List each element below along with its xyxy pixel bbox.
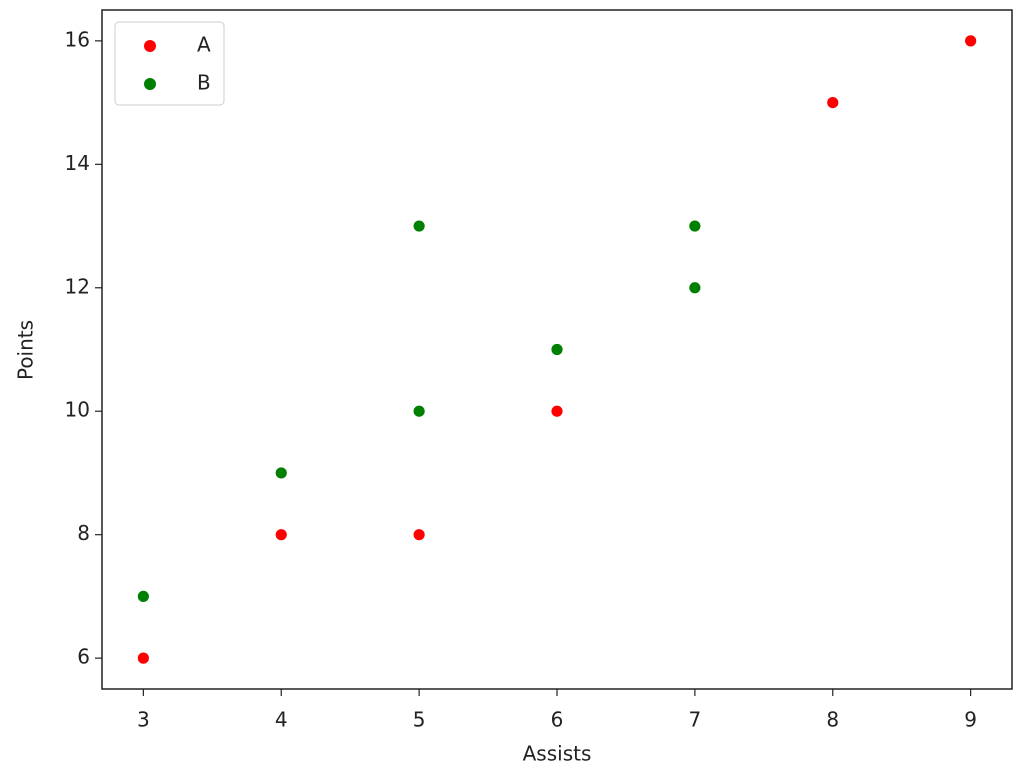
y-tick-label: 8: [77, 521, 90, 545]
y-tick-label: 16: [65, 27, 90, 51]
point: [412, 528, 426, 542]
legend-label: A: [197, 33, 211, 57]
point: [688, 281, 702, 295]
x-axis-label: Assists: [523, 742, 592, 766]
legend-marker: [144, 40, 156, 52]
y-tick-label: 12: [65, 274, 90, 298]
point: [826, 96, 840, 109]
legend-box: [114, 21, 225, 106]
legend-label: B: [197, 71, 211, 95]
x-tick-label: 5: [413, 708, 426, 732]
point: [550, 404, 564, 418]
point: [688, 219, 702, 233]
point: [136, 590, 150, 603]
point: [412, 404, 426, 418]
x-tick-label: 4: [275, 708, 288, 732]
legend-marker: [144, 78, 156, 90]
x-tick-label: 6: [551, 708, 564, 732]
point: [274, 466, 288, 480]
y-axis-label: Points: [14, 320, 38, 380]
y-tick-label: 6: [77, 645, 90, 669]
point: [136, 651, 150, 665]
point: [412, 219, 426, 233]
x-tick-label: 3: [137, 708, 150, 732]
x-tick-label: 8: [826, 708, 839, 732]
y-tick-label: 14: [65, 151, 90, 175]
point: [274, 528, 288, 542]
x-tick-label: 9: [964, 708, 977, 732]
point: [550, 343, 564, 356]
x-tick-label: 7: [689, 708, 702, 732]
point: [964, 34, 978, 48]
y-tick-label: 10: [65, 398, 90, 422]
